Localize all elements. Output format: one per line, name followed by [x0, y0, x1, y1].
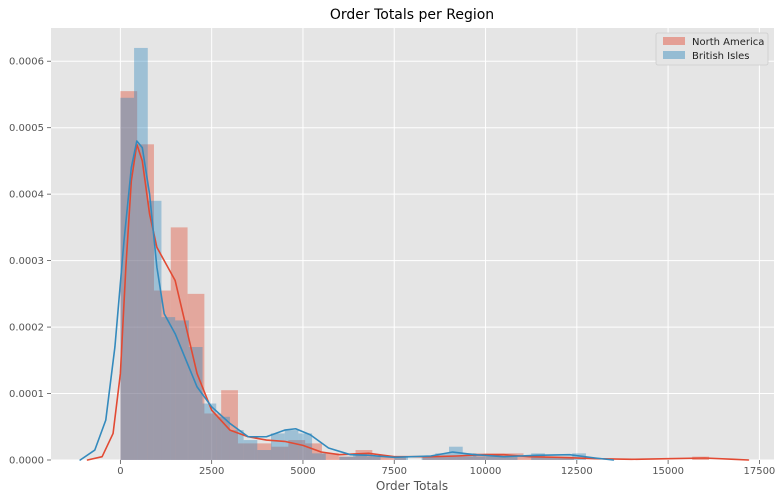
histogram-bar-british-isles	[490, 456, 504, 460]
x-tick-label: 2500	[199, 466, 224, 477]
y-tick-label: 0.0005	[9, 123, 44, 134]
histogram-bar-north-america	[137, 144, 154, 461]
histogram-bar-north-america	[439, 456, 457, 460]
histogram-bar-british-isles	[229, 430, 244, 460]
histogram-bar-north-america	[237, 443, 255, 460]
legend-swatch-north-america	[663, 37, 685, 45]
x-tick-label: 10000	[470, 466, 502, 477]
histogram-bar-north-america	[389, 456, 406, 460]
x-axis-title: Order Totals	[376, 479, 448, 493]
histogram-bar-british-isles	[120, 97, 135, 461]
chart-title: Order Totals per Region	[330, 7, 494, 23]
histogram-bar-north-america	[221, 390, 238, 460]
histogram-bar-north-america	[204, 413, 222, 460]
histogram-bar-british-isles	[271, 433, 285, 460]
histogram-bar-north-america	[254, 443, 272, 460]
histogram-bar-british-isles	[366, 456, 381, 460]
y-tick-label: 0.0003	[9, 256, 44, 267]
histogram-bar-british-isles	[161, 317, 176, 460]
histogram-bar-north-america	[422, 456, 440, 460]
histogram-bar-british-isles	[421, 456, 436, 460]
y-tick-label: 0.0004	[9, 190, 44, 201]
legend-label-british-isles: British Isles	[692, 51, 749, 62]
histogram-bar-british-isles	[216, 416, 230, 460]
legend-label-north-america: North America	[692, 37, 764, 48]
histogram-bar-british-isles	[257, 450, 272, 460]
histogram-bar-british-isles	[175, 320, 189, 460]
histogram-bar-british-isles	[544, 456, 559, 460]
plot-background	[51, 28, 774, 460]
histogram-bar-north-america	[321, 453, 339, 460]
legend-frame	[655, 32, 769, 66]
histogram-bar-north-america	[456, 456, 474, 460]
y-tick-label: 0.0006	[9, 57, 44, 68]
histogram-bar-british-isles	[284, 430, 299, 460]
kde-curves	[79, 140, 750, 461]
histogram-bar-north-america	[540, 456, 558, 460]
histogram-bar-north-america	[153, 290, 171, 460]
y-tick-label: 0.0002	[9, 323, 44, 334]
histogram-bar-british-isles	[353, 453, 367, 460]
x-tick-label: 15000	[652, 466, 684, 477]
histogram-bar-british-isles	[394, 456, 408, 460]
histogram-bar-british-isles	[503, 456, 518, 460]
histogram-bar-british-isles	[202, 403, 217, 460]
x-tick-label: 0	[117, 466, 123, 477]
x-tick-label: 17500	[743, 466, 775, 477]
y-tick-label: 0.0000	[9, 456, 44, 467]
histogram-bar-north-america	[187, 293, 205, 460]
histogram-bar-north-america	[372, 456, 390, 460]
histogram-bar-british-isles	[462, 453, 477, 460]
axis-ticks: 0 2500 5000 7500 10000 12500 15000 17500 0.0000 0…	[9, 57, 775, 477]
legend-swatch-british-isles	[663, 51, 685, 59]
histogram-bar-british-isles	[339, 456, 354, 460]
grid	[51, 28, 774, 461]
histogram-bar-british-isles	[476, 456, 491, 460]
histogram-bar-north-america	[473, 453, 490, 460]
legend: North America British Isles	[655, 32, 769, 66]
kde-curve-north-america	[86, 143, 750, 461]
histogram-bar-north-america	[271, 446, 289, 460]
histogram-bar-north-america	[338, 456, 356, 460]
kde-curve-british-isles	[79, 140, 615, 461]
x-tick-label: 12500	[561, 466, 593, 477]
histogram-bar-north-america	[120, 91, 138, 460]
histogram-bar-british-isles	[147, 200, 162, 461]
histogram-bar-british-isles	[243, 440, 258, 460]
x-tick-label: 7500	[382, 466, 407, 477]
histogram-bar-british-isles	[312, 453, 326, 460]
histogram-bar-north-america	[523, 456, 541, 460]
y-tick-label: 0.0001	[9, 389, 44, 400]
x-tick-label: 5000	[290, 466, 315, 477]
histogram-bar-british-isles	[134, 47, 148, 460]
histogram-bar-british-isles	[188, 347, 203, 460]
